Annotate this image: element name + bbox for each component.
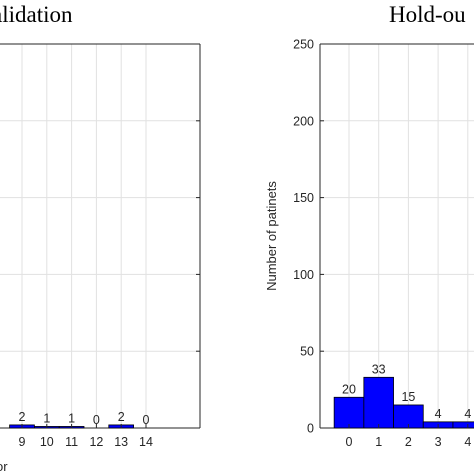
right-bar-data-label: 15: [401, 390, 415, 404]
left-bar-data-label: 2: [19, 410, 26, 424]
right-x-tick-label: 4: [464, 435, 471, 449]
right-bar: [452, 421, 474, 429]
right-bar: [333, 396, 365, 429]
left-bar-data-label: 1: [43, 411, 50, 425]
right-y-tick-label: 250: [293, 38, 314, 52]
left-x-axis-label: or: [0, 459, 8, 474]
right-x-tick-label: 1: [375, 435, 382, 449]
right-chart-title: Hold-ou: [389, 2, 466, 27]
left-x-tick-label: 11: [65, 435, 78, 449]
right-y-axis-label: Number of patinets: [264, 181, 279, 291]
right-bar-data-label: 20: [342, 382, 356, 396]
left-x-tick-label: 10: [40, 435, 54, 449]
right-y-tick-label: 50: [300, 345, 314, 359]
left-bar-data-label: 0: [93, 413, 100, 427]
left-bar-data-label: 2: [118, 410, 125, 424]
right-x-tick-label: 0: [346, 435, 353, 449]
left-x-tick-label: 12: [89, 435, 103, 449]
right-bar-data-label: 4: [435, 407, 442, 421]
right-bar-data-label: 33: [372, 362, 386, 376]
left-bar-data-label: 0: [143, 413, 150, 427]
right-y-tick-label: 100: [293, 268, 314, 282]
right-bar-data-label: 4: [464, 407, 471, 421]
left-chart-title: alidation: [0, 2, 73, 27]
right-y-tick-label: 200: [293, 114, 314, 128]
right-x-tick-label: 3: [435, 435, 442, 449]
left-x-tick-label: 13: [114, 435, 128, 449]
left-x-tick-label: 9: [19, 435, 26, 449]
right-x-tick-label: 2: [405, 435, 412, 449]
left-bar-data-label: 1: [68, 411, 75, 425]
right-y-tick-label: 150: [293, 191, 314, 205]
right-y-tick-label: 0: [307, 422, 314, 436]
left-x-tick-label: 14: [139, 435, 153, 449]
right-bar: [363, 376, 394, 429]
